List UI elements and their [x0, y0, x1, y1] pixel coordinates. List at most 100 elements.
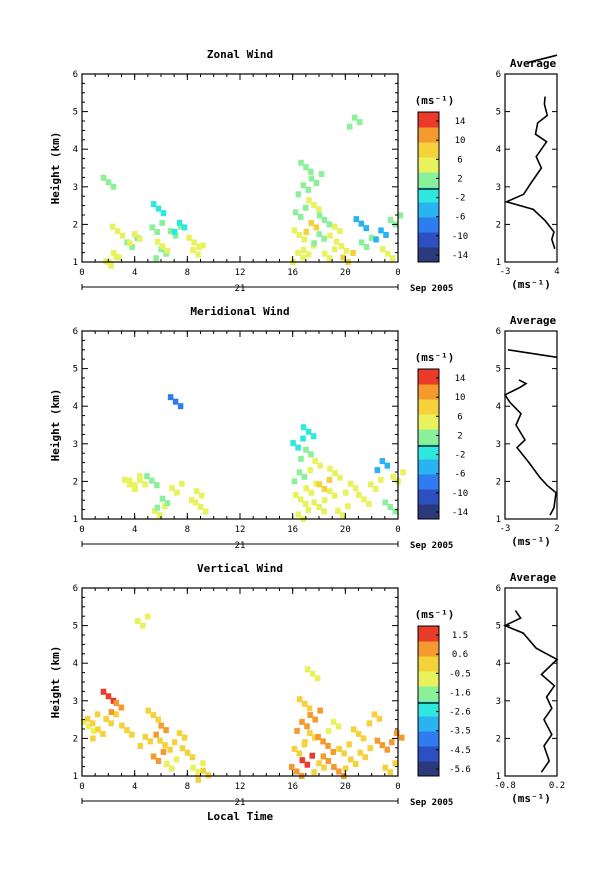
date-label: Sep 2005 [410, 284, 453, 294]
data-cell [129, 731, 135, 738]
data-cell [110, 697, 117, 704]
colorbar-segment [418, 746, 439, 762]
data-cell [155, 716, 161, 723]
average-x-tick-label: -3 [500, 267, 511, 277]
average-profile-line [503, 379, 557, 516]
y-tick-label: 4 [73, 402, 78, 412]
colorbar-segment [418, 686, 439, 702]
data-cell [188, 497, 195, 504]
data-cell [333, 238, 340, 245]
data-cell [341, 750, 347, 757]
colorbar-tick-label: 10 [455, 393, 466, 403]
colorbar-tick-label: -1.6 [449, 688, 471, 698]
colorbar-segment [418, 217, 439, 233]
data-cell [200, 767, 207, 774]
data-cell [325, 727, 332, 734]
data-cell [336, 768, 342, 775]
data-cell [159, 495, 166, 502]
data-cell [103, 715, 109, 722]
data-cell [172, 232, 179, 239]
data-cell [159, 219, 165, 226]
data-cell [313, 224, 319, 231]
data-cell [308, 489, 314, 496]
data-cell [302, 204, 309, 211]
data-cell [109, 223, 116, 230]
data-cell [321, 235, 327, 242]
data-cell [296, 231, 303, 238]
average-y-tick-label: 6 [496, 327, 501, 337]
data-cell [303, 228, 310, 235]
average-y-tick-label: 4 [496, 402, 501, 412]
data-cell [150, 712, 156, 719]
data-cell [154, 238, 161, 245]
data-cell [316, 231, 322, 238]
data-cell [100, 174, 107, 181]
data-cell [115, 254, 122, 261]
data-cell [119, 232, 126, 239]
data-cell [317, 462, 323, 469]
colorbar-tick-label: -6 [455, 470, 466, 480]
average-frame [504, 73, 558, 263]
date-day-label: 21 [235, 284, 246, 294]
data-cell [168, 765, 175, 772]
data-cell [167, 394, 174, 401]
data-cell [304, 761, 311, 768]
average-x-label: (ms⁻¹) [511, 792, 551, 805]
y-axis-label: Height (km) [49, 389, 62, 462]
colorbar-segment [418, 399, 439, 415]
average-title: Average [510, 571, 557, 584]
data-cell [308, 175, 315, 182]
data-cell [295, 511, 302, 518]
data-cell [362, 754, 368, 761]
data-cell [392, 760, 398, 767]
data-cell [306, 197, 312, 204]
data-cell [157, 512, 163, 519]
data-cell [153, 255, 159, 262]
data-cell [132, 231, 138, 238]
data-cell [202, 508, 209, 515]
data-cell [163, 727, 169, 734]
data-cell [327, 232, 333, 239]
data-cell [321, 508, 327, 515]
colorbar-tick-label: -2 [455, 451, 466, 461]
data-cell [291, 745, 298, 752]
data-cell [352, 760, 359, 767]
y-tick-label: 4 [73, 145, 78, 155]
data-cell [309, 670, 316, 677]
data-cell [167, 228, 174, 235]
data-cell [149, 477, 155, 484]
data-cell [353, 216, 360, 223]
colorbar-segment [418, 187, 439, 203]
colorbar-segment [418, 429, 439, 445]
data-cell [358, 239, 365, 246]
data-cell [361, 496, 367, 503]
data-cell [347, 756, 354, 763]
average-y-tick-label: 2 [496, 734, 501, 744]
data-cell [295, 249, 301, 256]
data-cell [296, 696, 303, 703]
data-cell [332, 470, 338, 477]
data-cell [181, 224, 188, 231]
data-cell [392, 508, 398, 515]
x-tick-label: 0 [79, 268, 84, 278]
data-cell [352, 485, 359, 492]
average-x-tick-label: -3 [500, 524, 511, 534]
x-tick-label: 12 [235, 525, 246, 535]
y-tick-label: 3 [73, 440, 78, 450]
data-cell [382, 764, 389, 771]
colorbar-unit: (ms⁻¹) [415, 94, 455, 107]
data-cell [379, 246, 386, 253]
data-cell [85, 723, 92, 730]
data-cell [171, 228, 178, 235]
data-cell [316, 760, 322, 767]
colorbar-unit: (ms⁻¹) [415, 351, 455, 364]
data-cell [84, 715, 91, 722]
data-cell [297, 496, 304, 503]
data-cell [387, 503, 393, 510]
average-frame [504, 330, 558, 520]
data-cell [292, 491, 299, 498]
x-tick-label: 20 [340, 525, 351, 535]
y-tick-label: 6 [73, 327, 78, 337]
data-cell [316, 206, 322, 213]
data-cell [330, 748, 337, 755]
